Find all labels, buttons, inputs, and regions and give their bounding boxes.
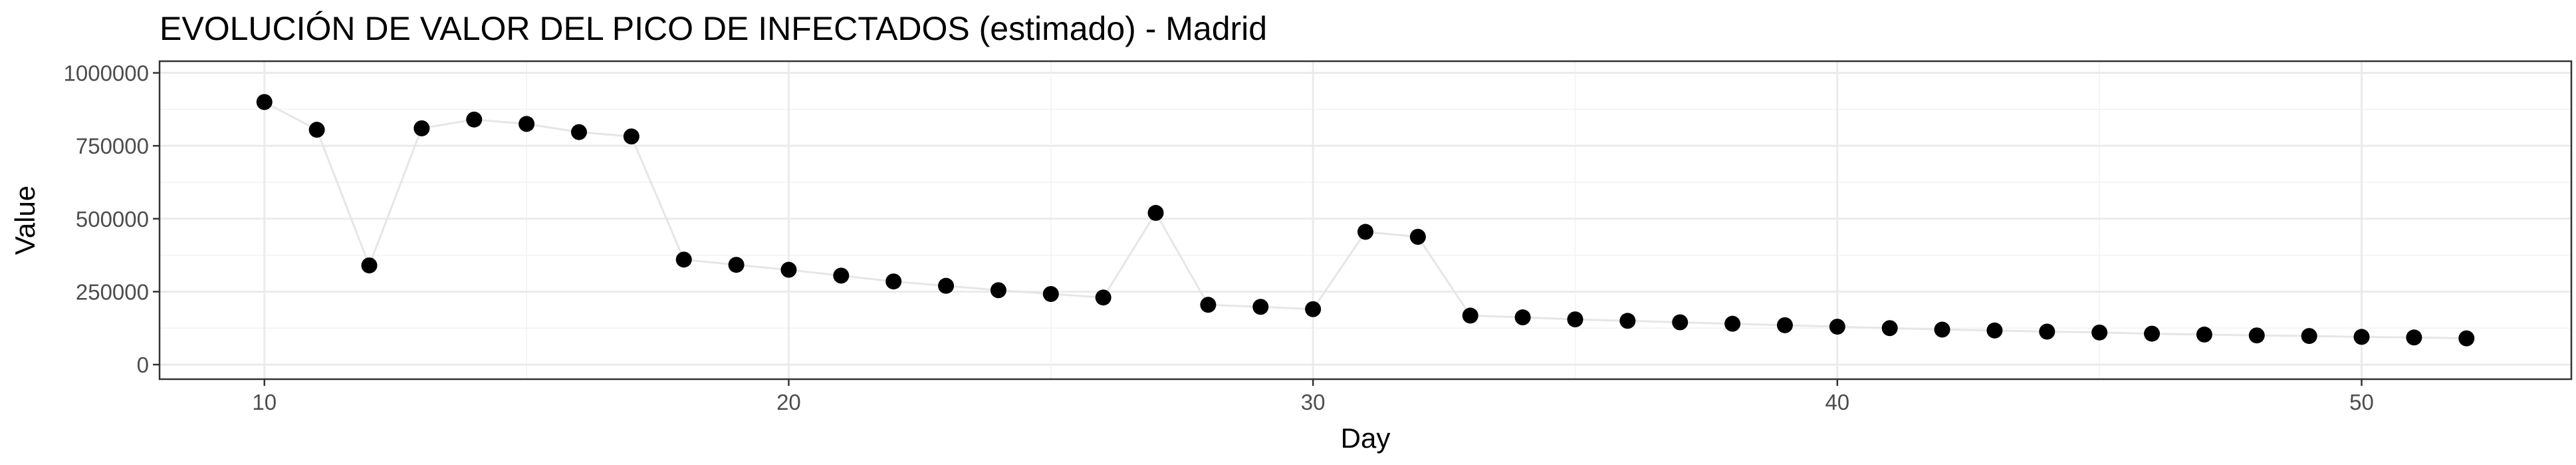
data-point (519, 116, 535, 132)
data-point (2248, 327, 2265, 344)
y-tick-label: 750000 (76, 134, 149, 158)
data-point (1986, 322, 2003, 339)
grid (160, 61, 2571, 379)
data-point (728, 257, 745, 273)
x-tick-label: 40 (1825, 390, 1849, 414)
x-tick-label: 50 (2349, 390, 2374, 414)
data-points (256, 94, 2475, 347)
data-point (466, 111, 483, 128)
data-point (2406, 329, 2422, 346)
y-tick-label: 1000000 (64, 61, 149, 86)
data-point (2196, 326, 2212, 343)
axis-ticks: 10 20 30 40 50 0 250000 500000 750000 1000000 (64, 61, 2374, 414)
y-tick-label: 500000 (76, 207, 149, 232)
data-point (623, 128, 640, 145)
data-point (1252, 299, 1269, 315)
y-tick-label: 250000 (76, 279, 149, 304)
data-point (990, 282, 1006, 299)
data-point (1200, 297, 1217, 313)
data-point (1724, 315, 1741, 332)
data-point (1619, 313, 1636, 329)
x-tick-label: 30 (1301, 390, 1326, 414)
x-tick-label: 10 (252, 390, 277, 414)
data-point (1567, 311, 1583, 328)
data-point (1776, 317, 1793, 333)
y-axis-title: Value (9, 186, 41, 255)
data-point (1409, 228, 1426, 245)
data-point (2458, 330, 2475, 347)
data-point (2144, 325, 2161, 342)
data-point (1147, 205, 1164, 222)
data-point (833, 267, 850, 284)
chart-title: EVOLUCIÓN DE VALOR DEL PICO DE INFECTADO… (160, 10, 1267, 47)
data-point (780, 261, 797, 278)
data-point (2353, 329, 2370, 345)
data-point (1514, 309, 1531, 326)
data-point (1462, 307, 1478, 324)
data-point (1305, 301, 1322, 317)
data-point (308, 122, 325, 138)
data-point (2039, 323, 2055, 340)
data-point (1672, 314, 1689, 331)
data-point (1042, 285, 1059, 302)
series-line (263, 101, 2467, 340)
data-point (1829, 319, 1845, 335)
data-point (885, 273, 902, 290)
data-point (2091, 324, 2108, 341)
data-point (256, 94, 273, 110)
data-point (1934, 321, 1950, 338)
data-point (1095, 289, 1112, 306)
data-point (1357, 224, 1373, 240)
data-point (361, 257, 378, 273)
data-point (675, 251, 692, 268)
y-tick-label: 0 (137, 353, 149, 377)
x-axis-title: Day (1341, 422, 1391, 454)
data-point (1881, 320, 1898, 337)
data-point (938, 277, 955, 294)
x-tick-label: 20 (776, 390, 801, 414)
data-point (570, 124, 587, 140)
data-point (2301, 328, 2317, 345)
data-point (413, 120, 430, 136)
panel-border (158, 60, 2573, 381)
